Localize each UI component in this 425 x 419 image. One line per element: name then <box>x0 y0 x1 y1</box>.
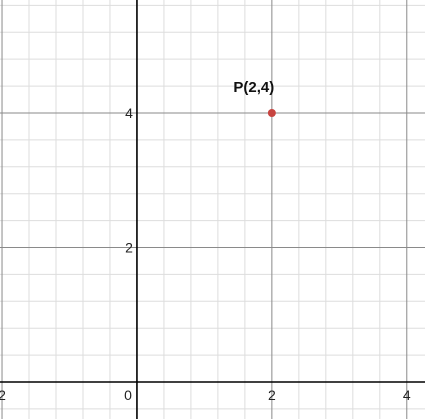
x-tick-label: 4 <box>403 387 411 403</box>
y-tick-label: 2 <box>125 239 133 255</box>
tick-labels: 2 0 2 4 2 4 <box>0 105 411 403</box>
x-tick-label: 2 <box>0 387 6 403</box>
x-tick-label: 2 <box>268 387 276 403</box>
point-p[interactable] <box>267 108 276 117</box>
x-tick-label: 0 <box>124 387 132 403</box>
y-tick-label: 4 <box>125 105 133 121</box>
points: P(2,4) <box>233 79 276 117</box>
point-p-label: P(2,4) <box>233 79 274 96</box>
